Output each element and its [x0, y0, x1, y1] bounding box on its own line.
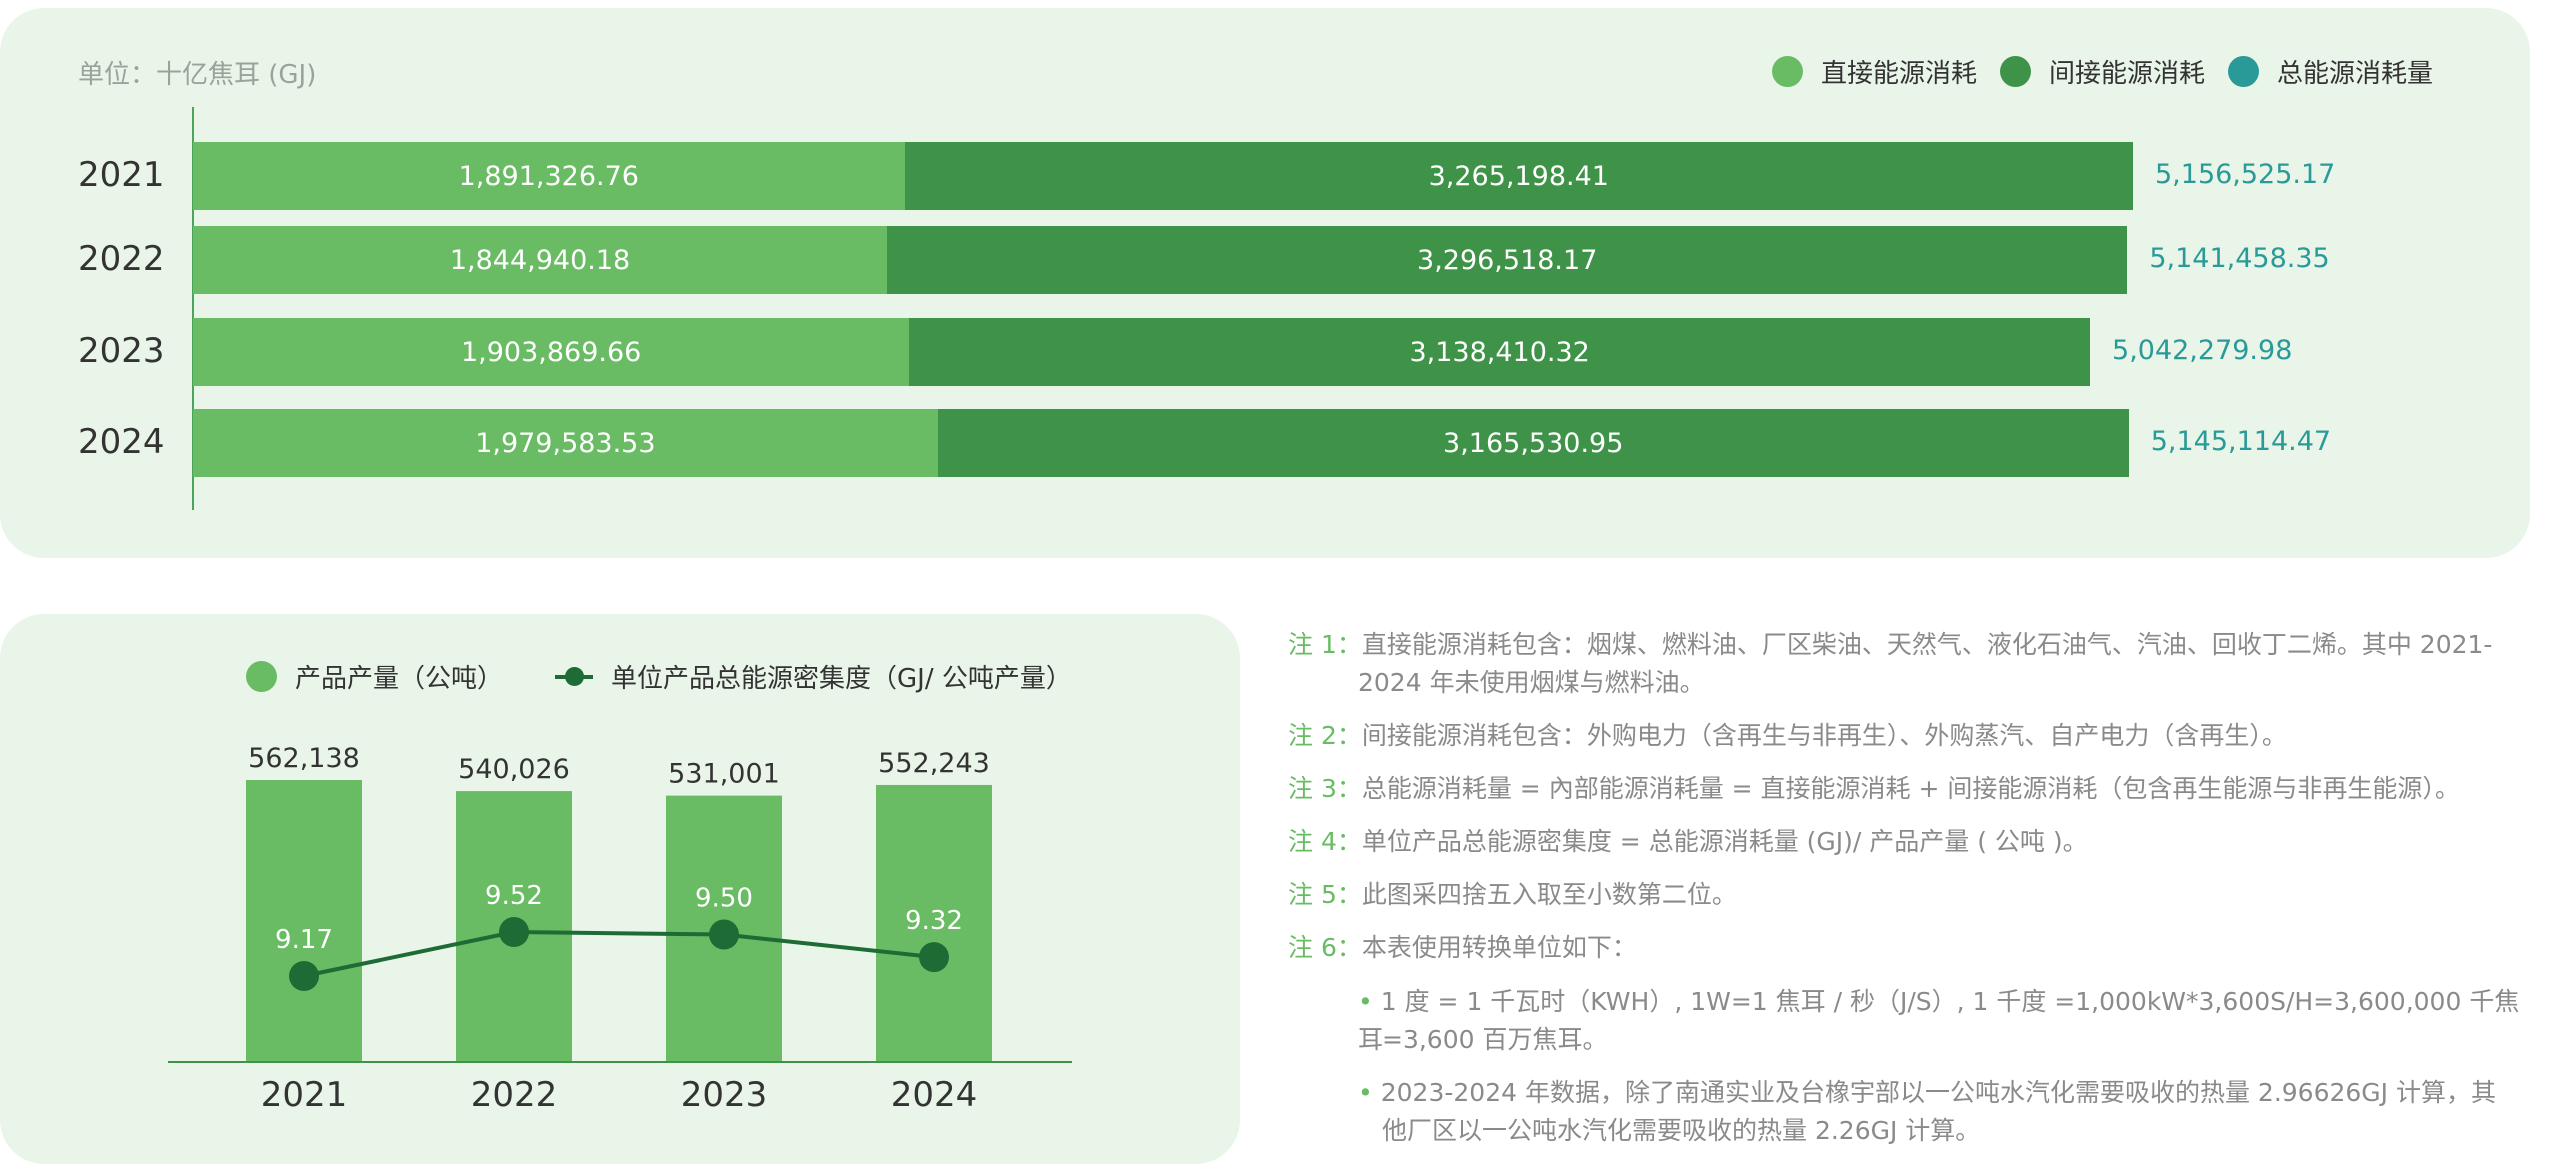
- bar-output-label-2022: 540,026: [458, 754, 570, 785]
- note-1-continuation: 2024 年未使用烟煤与燃料油。: [1358, 664, 2560, 702]
- intensity-line: [303, 929, 935, 978]
- legend-total-label: 总能源消耗量: [2277, 59, 2434, 89]
- note-3-key: 注 3：: [1288, 774, 1362, 803]
- legend-indirect-energy: 间接能源消耗: [2000, 53, 2205, 90]
- note-6: 注 6：本表使用转换单位如下：: [1288, 929, 2528, 967]
- bar-direct-2023: 1,903,869.66: [193, 318, 910, 386]
- bullet-1: • 1 度 = 1 千瓦时（KWH）, 1W=1 焦耳 / 秒（J/S）, 1 千…: [1358, 983, 2528, 1059]
- production-combo-chart: 562,138 540,026 531,001 552,243 2021 2022 2023…: [168, 743, 1072, 1115]
- bullet-2-line-1: 2023-2024 年数据，除了南通实业及台橡宇部以一公吨水汽化需要吸收的热量 …: [1380, 1078, 2496, 1107]
- bullet-2-dot: •: [1358, 1078, 1373, 1107]
- x-tick-2021: 2021: [261, 1075, 348, 1115]
- legend-output-swatch: [246, 661, 277, 692]
- x-tick-2022: 2022: [471, 1075, 558, 1115]
- note-2-text: 间接能源消耗包含：外购电力（含再生与非再生）、外购蒸汽、自产电力（含再生）。: [1361, 721, 2287, 750]
- bar-chart-axis: [192, 107, 194, 510]
- note-3-text: 总能源消耗量 = 內部能源消耗量 = 直接能源消耗 + 间接能源消耗（包含再生能…: [1361, 774, 2460, 803]
- bar-output-label-2021: 562,138: [248, 743, 360, 774]
- bar-output-2024: [876, 784, 992, 1062]
- intensity-point-2021: [289, 961, 319, 991]
- bullet-1-line-1: 1 度 = 1 千瓦时（KWH）, 1W=1 焦耳 / 秒（J/S）, 1 千度…: [1358, 987, 2520, 1054]
- intensity-point-2022: [499, 917, 529, 947]
- note-5-key: 注 5：: [1288, 880, 1362, 909]
- note-3: 注 3：总能源消耗量 = 內部能源消耗量 = 直接能源消耗 + 间接能源消耗（包…: [1288, 770, 2528, 808]
- total-label-2022: 5,141,458.35: [2149, 243, 2330, 274]
- legend-indirect-label: 间接能源消耗: [2049, 59, 2206, 89]
- legend-direct-label: 直接能源消耗: [1821, 59, 1978, 89]
- bar-direct-2024: 1,979,583.53: [193, 409, 938, 477]
- legend-intensity-label: 单位产品总能源密集度（GJ/ 公吨产量）: [611, 664, 1072, 694]
- legend-total-swatch: [2228, 56, 2259, 87]
- intensity-label-2022: 9.52: [485, 881, 543, 911]
- bar-output-label-2023: 531,001: [668, 759, 780, 790]
- year-label-2024: 2024: [78, 422, 165, 462]
- year-label-2022: 2022: [78, 239, 165, 279]
- year-label-2023: 2023: [78, 331, 165, 371]
- legend-direct-energy: 直接能源消耗: [1772, 53, 1977, 90]
- bar-indirect-2022: 3,296,518.17: [887, 226, 2128, 294]
- legend-product-output: 产品产量（公吨）: [246, 658, 503, 695]
- intensity-point-2023: [709, 919, 739, 950]
- bullet-1-line-2: =3,600 百万焦耳。: [1382, 1025, 1608, 1054]
- production-panel: [0, 614, 1240, 1164]
- note-1-text: 直接能源消耗包含：烟煤、燃料油、厂区柴油、天然气、液化石油气、汽油、回收丁二烯。…: [1361, 630, 2493, 659]
- bar-indirect-2024: 3,165,530.95: [937, 409, 2129, 477]
- intensity-label-2024: 9.32: [905, 906, 963, 936]
- note-6-text: 本表使用转换单位如下：: [1361, 933, 1637, 962]
- x-tick-2024: 2024: [891, 1075, 978, 1115]
- legend-direct-swatch: [1772, 56, 1803, 87]
- bar-output-label-2024: 552,243: [878, 748, 990, 779]
- bullet-1-continuation: =3,600 百万焦耳。: [1382, 1021, 2552, 1059]
- note-2-key: 注 2：: [1288, 721, 1362, 750]
- intensity-label-2023: 9.50: [695, 884, 753, 914]
- bar-direct-2022: 1,844,940.18: [193, 226, 888, 294]
- legend-intensity-marker: [555, 666, 593, 686]
- bullet-2: • 2023-2024 年数据，除了南通实业及台橡宇部以一公吨水汽化需要吸收的热量…: [1358, 1074, 2528, 1112]
- legend-indirect-swatch: [2000, 56, 2031, 87]
- note-1-text-2: 2024 年未使用烟煤与燃料油。: [1358, 668, 1705, 697]
- total-label-2021: 5,156,525.17: [2155, 159, 2336, 190]
- note-2: 注 2：间接能源消耗包含：外购电力（含再生与非再生）、外购蒸汽、自产电力（含再生…: [1288, 717, 2528, 755]
- intensity-point-2024: [919, 942, 949, 973]
- total-label-2024: 5,145,114.47: [2150, 426, 2332, 457]
- x-tick-2023: 2023: [681, 1075, 768, 1115]
- bar-direct-2021: 1,891,326.76: [193, 142, 905, 210]
- note-4: 注 4：单位产品总能源密集度 = 总能源消耗量 (GJ)/ 产品产量 ( 公吨 …: [1288, 823, 2528, 861]
- bar-output-2021: [246, 780, 362, 1062]
- bar-indirect-2021: 3,265,198.41: [904, 142, 2133, 210]
- note-5-text: 此图采四捨五入取至小数第二位。: [1361, 880, 1737, 909]
- bar-indirect-2023: 3,138,410.32: [909, 318, 2090, 386]
- note-5: 注 5：此图采四捨五入取至小数第二位。: [1288, 876, 2528, 914]
- note-1-key: 注 1：: [1288, 630, 1362, 659]
- legend-total-energy: 总能源消耗量: [2228, 53, 2433, 90]
- total-label-2023: 5,042,279.98: [2112, 335, 2293, 366]
- note-4-key: 注 4：: [1288, 827, 1362, 856]
- legend-output-label: 产品产量（公吨）: [295, 664, 504, 694]
- bullet-2-line-2: 他厂区以一公吨水汽化需要吸收的热量 2.26GJ 计算。: [1382, 1116, 1981, 1145]
- note-4-text: 单位产品总能源密集度 = 总能源消耗量 (GJ)/ 产品产量 ( 公吨 )。: [1361, 827, 2088, 856]
- bullet-1-dot: •: [1358, 987, 1373, 1016]
- year-label-2021: 2021: [78, 155, 165, 195]
- legend-energy-intensity: 单位产品总能源密集度（GJ/ 公吨产量）: [555, 658, 1072, 695]
- note-6-key: 注 6：: [1288, 933, 1362, 962]
- bullet-2-continuation: 他厂区以一公吨水汽化需要吸收的热量 2.26GJ 计算。: [1382, 1112, 2552, 1150]
- note-1: 注 1：直接能源消耗包含：烟煤、燃料油、厂区柴油、天然气、液化石油气、汽油、回收…: [1288, 626, 2528, 664]
- unit-label: 单位：十亿焦耳 (GJ): [78, 60, 317, 90]
- intensity-label-2021: 9.17: [275, 925, 333, 955]
